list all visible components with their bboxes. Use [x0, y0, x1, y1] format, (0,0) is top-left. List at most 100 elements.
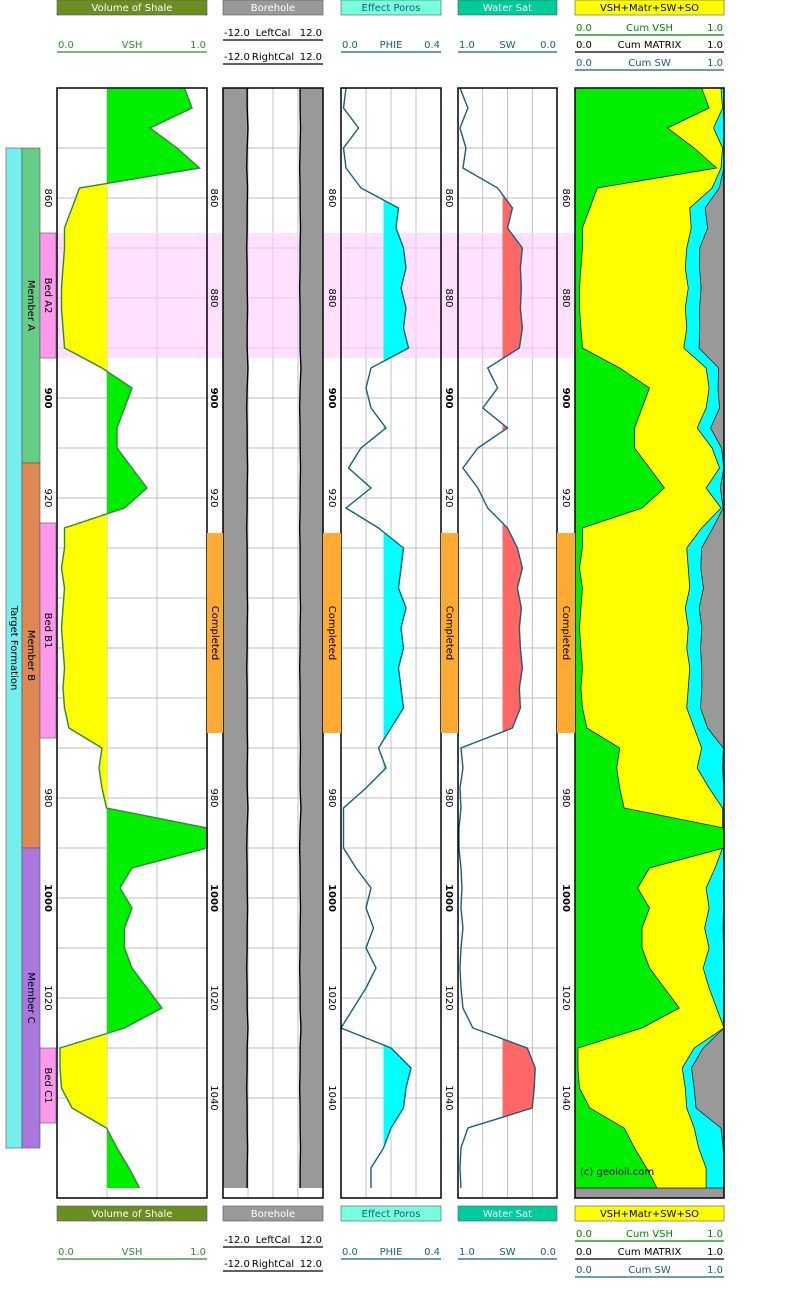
scale-name: LeftCal: [256, 1235, 291, 1246]
scale-left: 1.0: [459, 1247, 475, 1258]
track-title: VSH+Matr+SW+SO: [600, 3, 699, 14]
completed-interval: [557, 533, 575, 733]
zone-label: Bed B1: [42, 613, 53, 649]
depth-label: 1020: [326, 985, 337, 1010]
depth-label: 980: [42, 788, 53, 807]
track-header: [574, 0, 725, 16]
track-title: Effect Poros: [362, 1209, 421, 1220]
depth-label: 1040: [326, 1085, 337, 1110]
scale-left: 0.0: [58, 40, 74, 51]
depth-label: 980: [326, 788, 337, 807]
track-header: [56, 1205, 208, 1222]
curve: [246, 88, 249, 1188]
zone-label: Bed C1: [42, 1068, 53, 1104]
track-header: [574, 1205, 725, 1222]
zone-label: Member B: [25, 630, 36, 681]
track-header: [340, 0, 442, 16]
scale-name: RightCal: [252, 1259, 294, 1270]
curve: [458, 87, 536, 1189]
depth-label: 1000: [560, 884, 571, 912]
scale-name: PHIE: [380, 40, 403, 51]
scale-name: Cum VSH: [626, 23, 673, 34]
depth-label: 880: [560, 288, 571, 307]
depth-label: 900: [208, 388, 219, 409]
track-title: Water Sat: [483, 1209, 532, 1220]
depth-label: 920: [560, 488, 571, 507]
scale-right: 1.0: [707, 1265, 723, 1276]
curve: [59, 87, 208, 1189]
completed-label: Completed: [209, 606, 220, 661]
depth-label: 1000: [326, 884, 337, 912]
track-header: [222, 1205, 324, 1222]
scale-right: 0.4: [424, 1247, 440, 1258]
depth-label: 920: [443, 488, 454, 507]
completed-label: Completed: [444, 606, 455, 661]
scale-left: -12.0: [224, 1259, 250, 1270]
scale-name: Cum MATRIX: [618, 40, 682, 51]
curve: [298, 88, 302, 1188]
scale-left: 0.0: [576, 23, 592, 34]
scale-left: -12.0: [224, 52, 250, 63]
depth-label: 1020: [208, 985, 219, 1010]
track-title: Water Sat: [483, 3, 532, 14]
scale-left: 0.0: [576, 1229, 592, 1240]
scale-left: 0.0: [576, 40, 592, 51]
fill-left: [60, 88, 107, 1188]
track-header: [457, 0, 558, 16]
depth-label: 880: [443, 288, 454, 307]
scale-name: PHIE: [380, 1247, 403, 1258]
scale-right: 0.0: [540, 1247, 556, 1258]
scale-name: SW: [499, 1247, 515, 1258]
scale-right: 12.0: [300, 52, 322, 63]
depth-label: 1000: [42, 884, 53, 912]
scale-right: 1.0: [707, 58, 723, 69]
scale-left: 0.0: [58, 1247, 74, 1258]
scale-left: -12.0: [224, 28, 250, 39]
depth-label: 900: [443, 388, 454, 409]
track-title: Borehole: [251, 1209, 295, 1220]
scale-name: VSH: [122, 40, 143, 51]
track-header: [457, 1205, 558, 1222]
depth-label: 880: [326, 288, 337, 307]
track-title: VSH+Matr+SW+SO: [600, 1209, 699, 1220]
zone: [39, 232, 57, 359]
depth-label: 860: [326, 188, 337, 207]
depth-label: 1020: [443, 985, 454, 1010]
curve: [339, 87, 412, 1188]
scale-name: RightCal: [252, 52, 294, 63]
caliper-fill: [223, 88, 248, 1188]
scale-left: 0.0: [576, 1265, 592, 1276]
depth-label: 920: [326, 488, 337, 507]
depth-label: 1040: [560, 1085, 571, 1110]
depth-label: 860: [560, 188, 571, 207]
depth-label: 900: [42, 388, 53, 409]
scale-right: 1.0: [707, 40, 723, 51]
scale-right: 0.4: [424, 40, 440, 51]
depth-label: 920: [42, 488, 53, 507]
scale-right: 12.0: [300, 28, 322, 39]
fill-right: [383, 88, 411, 1188]
scale-left: 1.0: [459, 40, 475, 51]
depth-label: 860: [208, 188, 219, 207]
scale-left: 0.0: [576, 58, 592, 69]
fill-right: [502, 88, 536, 1188]
depth-label: 900: [326, 388, 337, 409]
scale-right: 1.0: [707, 1247, 723, 1258]
depth-label: 860: [42, 188, 53, 207]
zone: [39, 1047, 57, 1124]
zone: [39, 522, 57, 739]
depth-label: 1040: [208, 1085, 219, 1110]
scale-left: 0.0: [576, 1247, 592, 1258]
scale-right: 0.0: [540, 40, 556, 51]
scale-right: 1.0: [707, 23, 723, 34]
zone-label: Member C: [25, 972, 36, 1023]
depth-label: 920: [208, 488, 219, 507]
track-title: Volume of Shale: [92, 1209, 173, 1220]
scale-left: 0.0: [342, 1247, 358, 1258]
scale-name: Cum VSH: [626, 1229, 673, 1240]
track-title: Volume of Shale: [92, 3, 173, 14]
track-header: [340, 1205, 442, 1222]
depth-label: 1020: [560, 985, 571, 1010]
zone-label: Bed A2: [42, 278, 53, 314]
